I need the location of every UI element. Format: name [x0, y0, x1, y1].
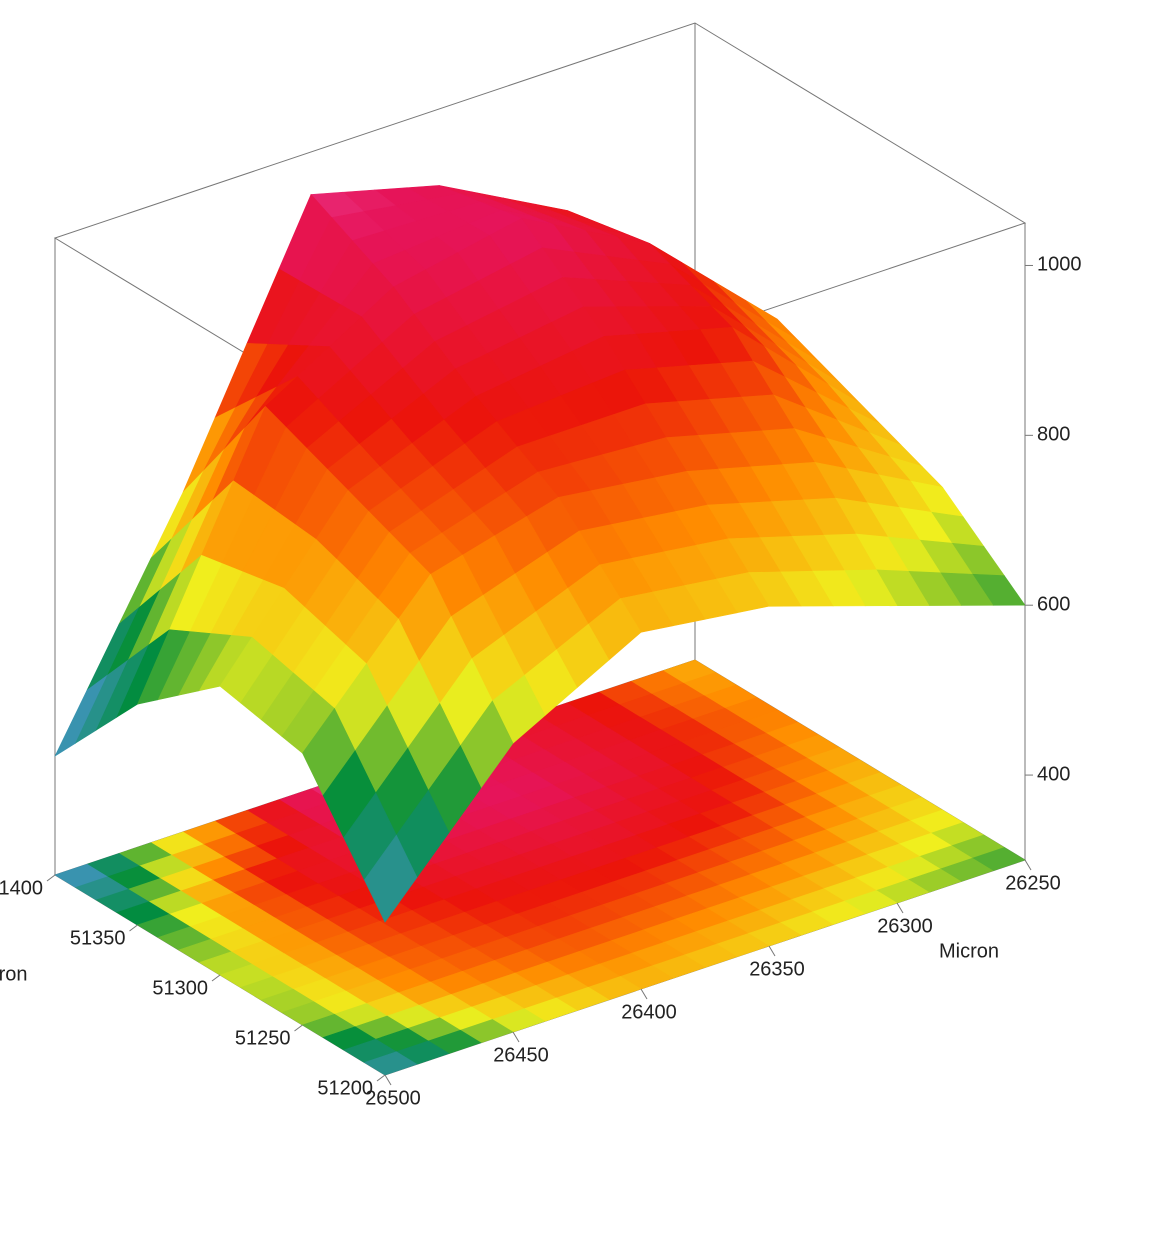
y-tick: [376, 1074, 386, 1082]
y-tick-label: 51400: [0, 877, 43, 899]
x-tick: [1024, 859, 1032, 871]
floor-map: [54, 659, 1026, 1076]
y-tick: [129, 924, 138, 932]
x-tick-label: 26300: [877, 915, 933, 937]
x-axis-label: Micron: [939, 941, 999, 963]
x-tick: [896, 902, 904, 914]
x-tick: [384, 1074, 392, 1086]
y-tick: [46, 874, 56, 882]
floor-cell: [363, 1051, 418, 1076]
y-tick-label: 51350: [70, 927, 126, 949]
surface-cell: [364, 834, 418, 923]
surface: [54, 185, 1026, 923]
y-tick-label: 51300: [152, 977, 208, 999]
x-tick: [768, 945, 776, 957]
x-tick-label: 26500: [365, 1087, 421, 1109]
y-tick-label: 51200: [317, 1077, 373, 1099]
x-tick: [512, 1031, 520, 1043]
y-axis-label: Micron: [0, 963, 28, 985]
x-tick: [640, 988, 648, 1000]
x-tick-label: 26350: [749, 958, 805, 980]
y-tick: [294, 1024, 303, 1032]
z-tick-label: 1000: [1037, 254, 1082, 276]
x-tick-label: 26400: [621, 1001, 677, 1023]
z-tick-label: 800: [1037, 424, 1070, 446]
z-tick-label: 400: [1037, 763, 1070, 785]
x-tick-label: 26450: [493, 1044, 549, 1066]
y-tick: [211, 974, 221, 982]
labels: 400 600 800 1000 26250 26300 26350 26400 26450 26…: [0, 254, 1082, 1110]
y-tick-label: 51250: [235, 1027, 291, 1049]
z-tick-label: 600: [1037, 593, 1070, 615]
x-tick-label: 26250: [1005, 872, 1061, 894]
